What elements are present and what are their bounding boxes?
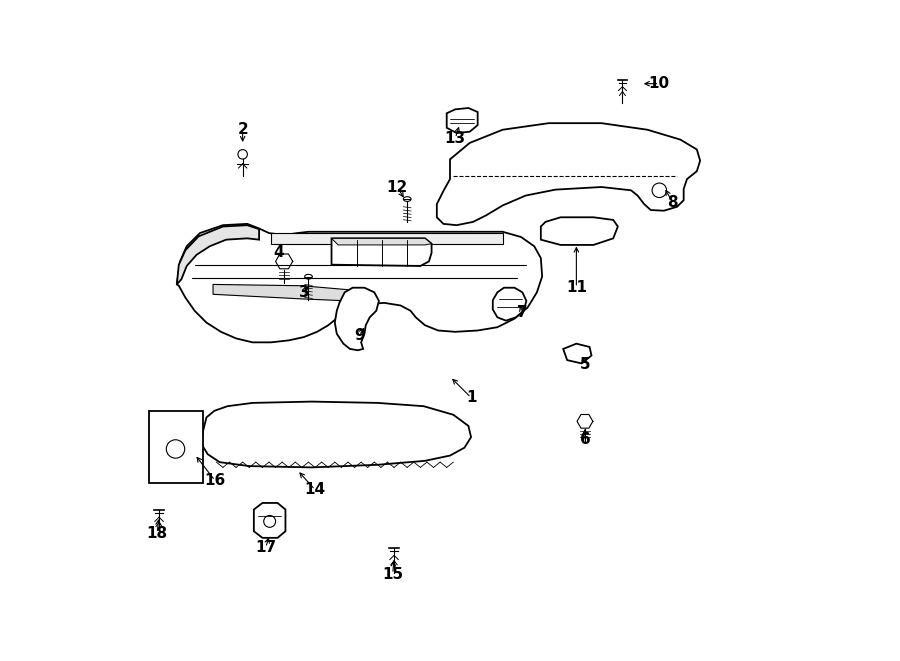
Polygon shape [563, 344, 591, 364]
Text: 6: 6 [580, 432, 590, 447]
Polygon shape [176, 224, 542, 342]
Text: 16: 16 [204, 473, 226, 488]
Text: 8: 8 [667, 194, 678, 210]
Text: 13: 13 [445, 131, 466, 146]
Text: 2: 2 [238, 122, 248, 137]
Text: 7: 7 [518, 305, 527, 320]
Polygon shape [176, 225, 259, 284]
Polygon shape [254, 503, 285, 538]
Text: 17: 17 [255, 540, 276, 555]
Polygon shape [493, 288, 526, 321]
Text: 11: 11 [566, 280, 587, 295]
Polygon shape [271, 233, 503, 244]
Polygon shape [446, 108, 478, 133]
Text: 4: 4 [274, 245, 284, 260]
Ellipse shape [304, 274, 312, 279]
Text: 5: 5 [580, 357, 590, 372]
Polygon shape [335, 288, 379, 350]
Ellipse shape [403, 197, 411, 202]
Text: 9: 9 [354, 329, 364, 343]
Polygon shape [213, 284, 348, 301]
Polygon shape [541, 217, 617, 245]
Text: 10: 10 [649, 76, 670, 91]
Text: 18: 18 [147, 525, 167, 541]
Polygon shape [436, 123, 700, 225]
Polygon shape [331, 239, 432, 245]
Text: 14: 14 [304, 483, 326, 497]
Text: 15: 15 [382, 566, 403, 582]
Text: 3: 3 [299, 285, 310, 300]
Polygon shape [148, 410, 203, 483]
Text: 1: 1 [466, 390, 476, 405]
Polygon shape [202, 402, 471, 467]
Polygon shape [331, 239, 432, 266]
Text: 12: 12 [387, 180, 408, 194]
